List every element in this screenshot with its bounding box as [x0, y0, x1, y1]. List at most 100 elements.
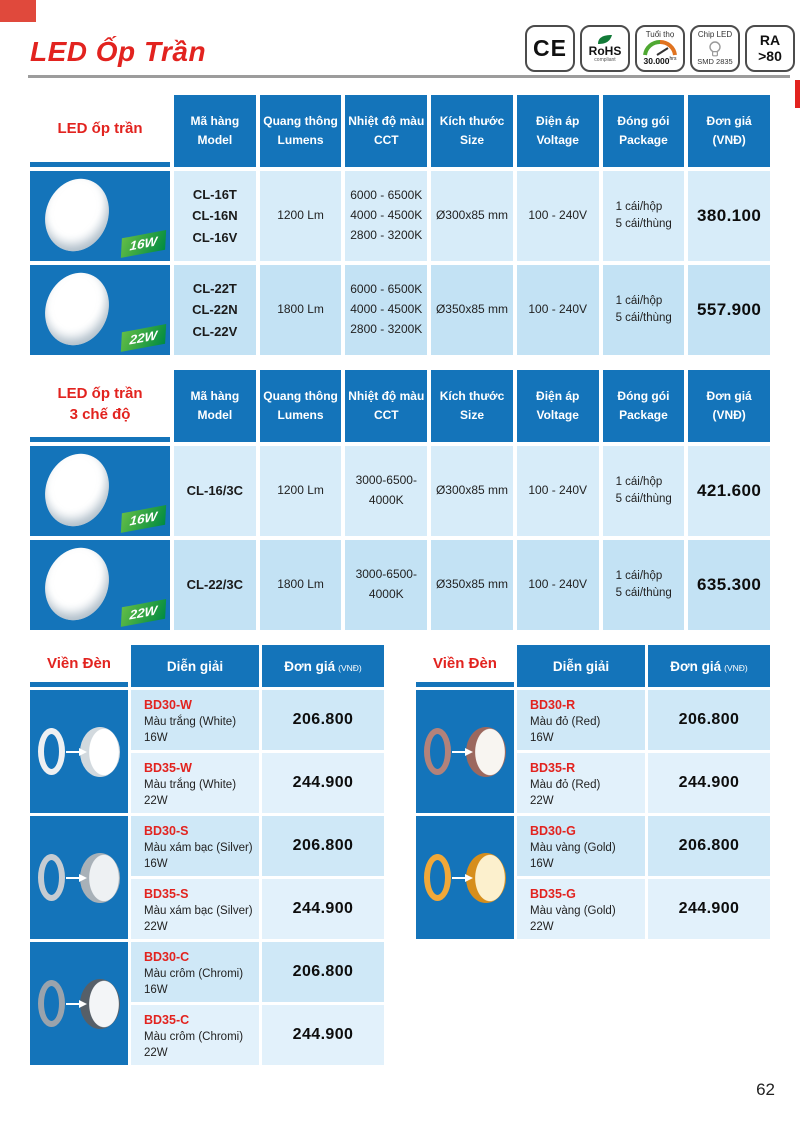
col-header-model: Mã hàng Model: [174, 370, 256, 442]
col-header-line: Size: [459, 408, 484, 422]
trim-watt: 16W: [144, 857, 168, 870]
trim-desc-cell: BD30-R Màu đỏ (Red) 16W: [517, 690, 645, 750]
table2-section-line1: LED ốp trần: [57, 384, 143, 402]
trim-desc-cell: BD35-C Màu crôm (Chromi) 22W: [131, 1005, 259, 1065]
col-header-line: Kích thước: [439, 389, 505, 404]
trim-photo-red: [416, 690, 514, 813]
trim-code: BD35-C: [144, 1013, 190, 1027]
package-line: 1 cái/hộp: [615, 294, 663, 307]
package-cell: 1 cái/hộp 5 cái/thùng: [602, 540, 685, 630]
model-code: CL-22N: [192, 302, 238, 318]
col-header-line: Size: [459, 133, 484, 147]
package-cell: 1 cái/hộp 5 cái/thùng: [602, 446, 685, 536]
col-header-line: Mã hàng: [190, 114, 240, 129]
trim-code: BD35-G: [530, 887, 576, 901]
model-code: CL-16V: [192, 229, 238, 245]
voltage-cell: 100 - 240V: [516, 171, 599, 261]
gauge-icon: [641, 39, 679, 57]
arrow-icon: [66, 873, 87, 882]
trim-code: BD30-C: [144, 950, 190, 964]
col-header-line: Nhiệt độ màu: [348, 114, 425, 129]
trim-ring-image: [38, 980, 65, 1027]
trim-photo-chrome: [30, 942, 128, 1065]
cct-line: 2800 - 3200K: [350, 227, 423, 242]
package-line: 5 cái/thùng: [615, 587, 672, 599]
model-cell: CL-16T CL-16N CL-16V: [174, 171, 256, 261]
col-header-line: Đơn giá: [706, 389, 752, 404]
trim-color: Màu trắng (White): [144, 779, 237, 791]
cct-line: 6000 - 6500K: [350, 282, 423, 297]
package-line: 1 cái/hộp: [615, 475, 663, 488]
model-code: CL-16N: [192, 208, 238, 224]
col-header-cct: Nhiệt độ màu CCT: [345, 95, 428, 167]
bulb-icon: [706, 40, 724, 58]
col-header-price: Đơn giá (VNĐ): [688, 370, 770, 442]
trim-watt: 16W: [530, 857, 554, 870]
col-header-package: Đóng gói Package: [602, 95, 685, 167]
package-line: 5 cái/thùng: [615, 493, 672, 505]
arrow-icon: [452, 747, 473, 756]
rohs-compliant-label: compliant: [594, 57, 616, 63]
trim-col-price-unit: (VNĐ): [724, 662, 748, 673]
cct-cell: 6000 - 6500K 4000 - 4500K 2800 - 3200K: [345, 265, 428, 355]
col-header-lumens: Quang thông Lumens: [259, 370, 342, 442]
trim-color: Màu trắng (White): [144, 716, 237, 728]
trim-photo-white: [30, 690, 128, 813]
trim-desc-cell: BD35-S Màu xám bạc (Silver) 22W: [131, 879, 259, 939]
trim-price-cell: 244.900: [262, 879, 384, 939]
col-header-price: Đơn giá (VNĐ): [688, 95, 770, 167]
col-header-line: Nhiệt độ màu: [348, 389, 425, 404]
trim-price-cell: 206.800: [648, 690, 770, 750]
trim-watt: 22W: [530, 794, 554, 807]
col-header-voltage: Điện áp Voltage: [516, 95, 599, 167]
table2-section-line2: 3 chế độ: [69, 405, 131, 423]
package-cell: 1 cái/hộp 5 cái/thùng: [602, 171, 685, 261]
trim-watt: 16W: [530, 731, 554, 744]
table-led-op-tran: LED ốp trần Mã hàng Model Quang thông Lume…: [30, 95, 770, 355]
trim-color: Màu xám bạc (Silver): [144, 842, 253, 854]
trim-code: BD30-W: [144, 698, 192, 712]
led-light-image: [34, 446, 120, 536]
led-light-image: [34, 540, 120, 630]
trim-code: BD35-S: [144, 887, 189, 901]
package-line: 1 cái/hộp: [615, 200, 663, 213]
cct-line: 2800 - 3200K: [350, 321, 423, 336]
trim-ring-image: [424, 854, 451, 901]
trim-watt: 22W: [144, 1046, 168, 1059]
col-header-line: Model: [197, 408, 233, 422]
trim-color: Màu vàng (Gold): [530, 842, 616, 854]
col-header-cct: Nhiệt độ màu CCT: [345, 370, 428, 442]
trim-desc-cell: BD30-W Màu trắng (White) 16W: [131, 690, 259, 750]
voltage-cell: 100 - 240V: [516, 265, 599, 355]
col-header-line: Điện áp: [536, 389, 580, 404]
trim-color: Màu đỏ (Red): [530, 716, 601, 728]
col-header-line: (VNĐ): [712, 133, 746, 147]
table2-section-label: LED ốp trần 3 chế độ: [30, 370, 170, 442]
trim-col-desc: Diễn giải: [517, 645, 645, 687]
trim-price-cell: 244.900: [648, 753, 770, 813]
trim-watt: 16W: [144, 983, 168, 996]
trim-col-price-text: Đơn giá: [670, 658, 722, 674]
rohs-label: RoHS: [588, 44, 622, 58]
trim-code: BD30-R: [530, 698, 576, 712]
col-header-line: (VNĐ): [712, 408, 746, 422]
trim-price-cell: 206.800: [262, 942, 384, 1002]
trim-code: BD30-G: [530, 824, 576, 838]
trim-ring-image: [38, 854, 65, 901]
col-header-line: Kích thước: [439, 114, 505, 129]
lifespan-value: 30.000hrs: [644, 56, 677, 66]
wattage-badge: 16W: [121, 505, 167, 533]
trim-col-price-text: Đơn giá: [284, 658, 336, 674]
col-header-line: Package: [619, 133, 668, 147]
model-cell: CL-22T CL-22N CL-22V: [174, 265, 256, 355]
col-header-line: CCT: [373, 408, 399, 422]
trim-desc-cell: BD35-G Màu vàng (Gold) 22W: [517, 879, 645, 939]
product-photo-cl22-3c: 22W: [30, 540, 170, 630]
col-header-line: Đóng gói: [617, 114, 670, 129]
trim-code: BD35-W: [144, 761, 192, 775]
voltage-cell: 100 - 240V: [516, 540, 599, 630]
ce-mark-icon: CE: [533, 35, 567, 61]
content-area: LED ốp trần Mã hàng Model Quang thông Lume…: [30, 95, 770, 1065]
model-code: CL-22T: [192, 280, 237, 296]
certification-badges: CE RoHS compliant Tuổi thọ 30.000hrs Chi…: [525, 25, 795, 72]
